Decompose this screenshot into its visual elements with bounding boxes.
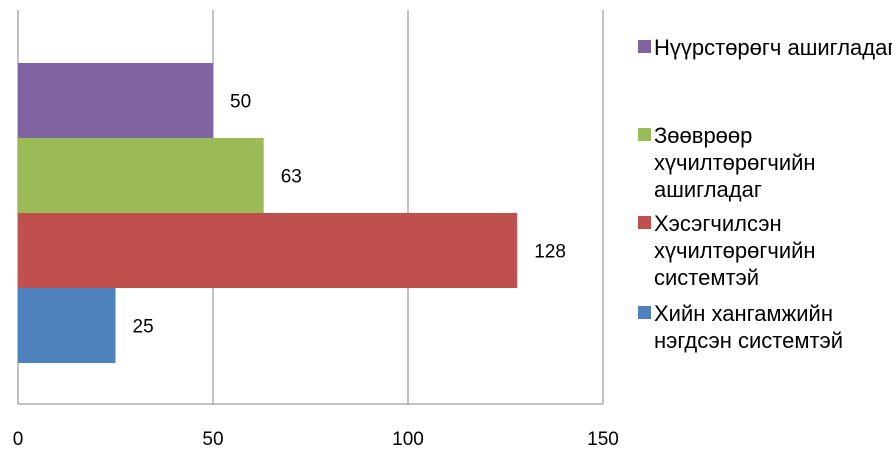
legend-swatch-2 [638, 216, 651, 229]
bars [18, 63, 518, 363]
legend-label-2: Хэсэгчилсэн хүчилтөрөгчийн системтэй [654, 211, 816, 290]
bar-0 [18, 288, 116, 363]
x-tick-label-3: 150 [587, 429, 619, 450]
legend-item-2: Хэсэгчилсэн хүчилтөрөгчийн системтэй [632, 210, 892, 291]
legend-item-1: Зөөврөөр хүчилтөрөгчийн ашигладаг [632, 122, 892, 203]
legend-swatch-1 [638, 128, 651, 141]
data-label-3: 50 [230, 92, 251, 113]
legend-swatch-3 [638, 306, 651, 319]
bar-2 [18, 138, 264, 213]
legend-item-3: Хийн хангамжийн нэгдсэн системтэй [632, 300, 892, 354]
x-tick-label-1: 50 [202, 429, 223, 450]
data-labels: 25 128 63 50 [133, 92, 566, 338]
data-label-2: 63 [281, 167, 302, 188]
x-tick-label-0: 0 [13, 429, 24, 450]
bar-3 [18, 63, 213, 138]
x-tick-labels: 0 50 100 150 [13, 429, 619, 450]
legend-swatch-0 [638, 40, 651, 53]
data-label-0: 25 [133, 317, 154, 338]
legend-label-3: Хийн хангамжийн нэгдсэн системтэй [654, 301, 844, 353]
x-tick-label-2: 100 [392, 429, 424, 450]
legend-label-0: Нүүрстөрөгч ашигладаг [654, 35, 892, 60]
bar-1 [18, 213, 518, 288]
legend-label-1: Зөөврөөр хүчилтөрөгчийн ашигладаг [654, 123, 816, 202]
legend-item-0: Нүүрстөрөгч ашигладаг [632, 34, 892, 61]
data-label-1: 128 [534, 242, 566, 263]
bar-chart: 25 128 63 50 0 50 100 150 [13, 10, 619, 450]
